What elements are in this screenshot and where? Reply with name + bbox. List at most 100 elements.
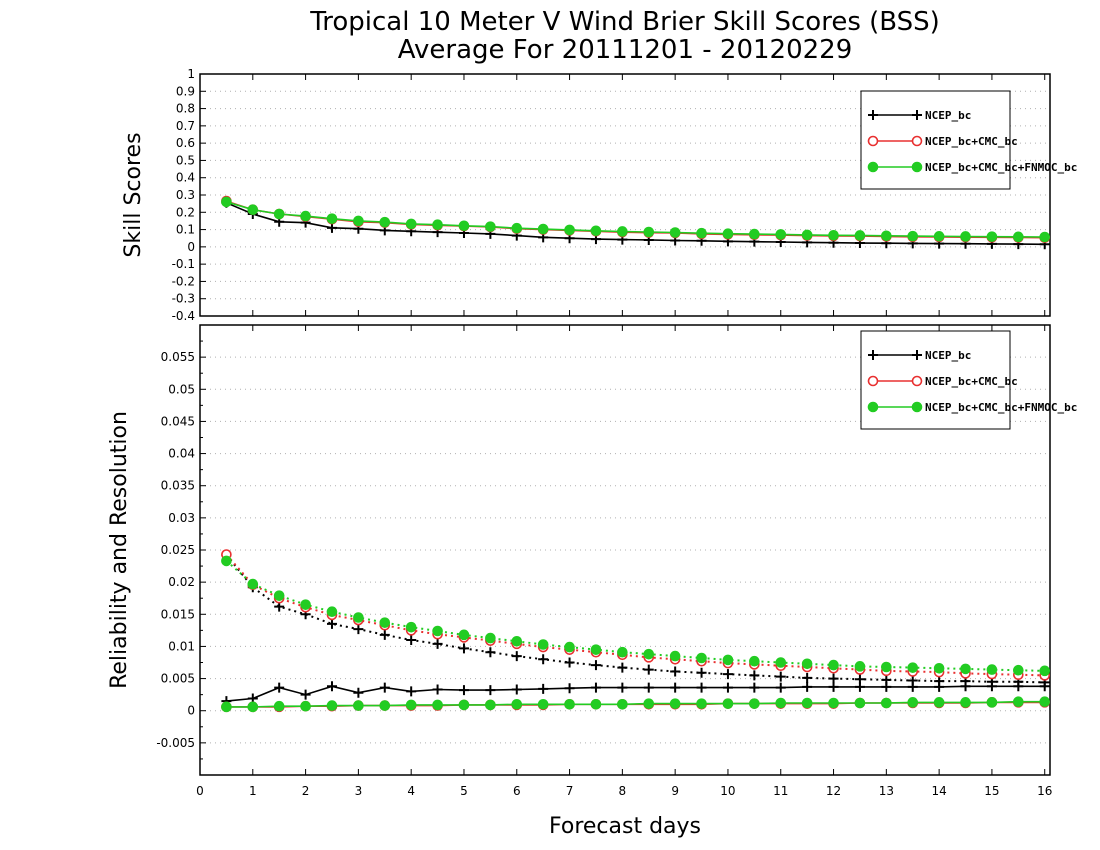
legend-marker [867,401,879,413]
x-tick-label: 2 [302,784,310,798]
x-tick-label: 12 [826,784,841,798]
data-point [907,697,919,708]
x-tick-label: 11 [773,784,788,798]
data-point [617,662,628,673]
y-tick-label: 0.035 [161,479,195,493]
data-point [300,210,311,222]
data-point [670,682,681,693]
data-point [828,229,839,241]
data-point [590,644,602,655]
data-point [485,632,496,644]
x-tick-label: 14 [931,784,946,798]
data-point [960,231,971,242]
x-tick-label: 7 [566,784,574,798]
legend-marker [867,161,879,173]
data-point [537,639,549,650]
data-point [432,699,443,711]
data-point [696,667,707,678]
legend-box [860,330,1011,430]
data-point [273,700,285,712]
data-point [273,590,285,601]
data-point [617,646,628,658]
data-point [775,682,786,693]
series-line [226,685,1045,702]
data-point [669,698,681,709]
data-point [537,223,549,235]
data-point [326,213,338,224]
data-point [802,681,813,692]
y-tick-label: 0.8 [176,102,195,116]
data-point [590,682,601,693]
data-point [432,638,443,649]
data-point [1013,696,1024,708]
legend-marker [912,350,922,360]
data-point [1039,231,1051,243]
x-tick-label: 5 [460,784,468,798]
data-point [221,196,232,208]
data-point [432,625,443,637]
data-point [933,231,945,242]
series-ncep-bc [221,681,1050,707]
data-point [669,227,681,238]
data-point [538,654,549,665]
data-point [353,700,364,711]
y-tick-label: 0.7 [176,119,195,133]
data-point [643,698,655,709]
data-point [485,699,496,711]
data-point [749,228,760,240]
data-point [564,683,575,694]
data-point [326,700,338,711]
series-line [225,553,1045,677]
data-point [326,606,338,618]
data-point [722,682,733,693]
y-tick-label: -0.4 [172,309,195,323]
data-point [432,684,443,695]
data-point [300,599,311,610]
data-point [247,578,259,590]
y-axis-label: Skill Scores [121,132,146,257]
y-tick-label: 0.055 [161,350,195,364]
data-point [775,697,787,709]
data-point [749,655,760,667]
data-point [353,612,364,623]
data-point [934,681,945,692]
data-point [379,216,391,228]
data-point [722,669,733,680]
data-point [247,701,259,713]
data-point [300,689,311,700]
y-tick-label: 0 [187,240,195,254]
data-point [432,219,443,231]
data-point [907,230,919,242]
chart-title-line1: Tropical 10 Meter V Wind Brier Skill Sco… [309,7,940,37]
data-point [274,682,285,693]
series-ncep-bc-cmc-bc-fnmoc-bc [221,696,1051,713]
data-point [458,699,470,711]
data-point [1013,681,1024,692]
data-point [828,673,839,684]
data-point [775,671,786,682]
data-point [326,681,337,692]
y-tick-label: 0.05 [168,382,195,396]
legend-label: NCEP_bc+CMC_bc [925,135,1018,148]
data-point [1013,664,1024,676]
data-point [696,682,707,693]
data-point [538,683,549,694]
data-point [696,227,707,239]
y-tick-label: 0.6 [176,136,195,150]
data-point [643,226,655,238]
legend-marker [911,375,923,387]
plot-frame [199,73,1051,317]
data-point [670,666,681,677]
data-point [617,682,628,693]
legend-marker [912,110,922,120]
data-point [907,681,918,692]
data-point [485,647,496,658]
data-point [881,230,892,242]
data-point [458,685,469,696]
data-point [828,659,839,671]
data-point [326,618,337,629]
data-point [617,698,628,710]
data-point [379,617,391,628]
data-point [458,643,469,654]
